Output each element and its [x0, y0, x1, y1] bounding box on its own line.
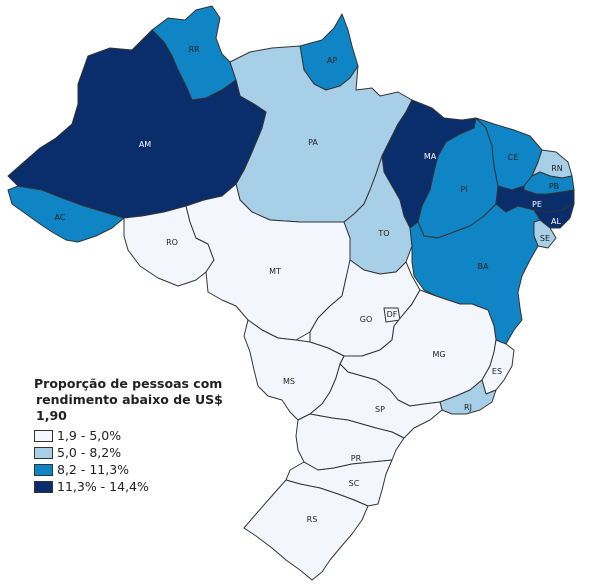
legend-item: 1,9 - 5,0% [34, 427, 244, 444]
label-MT: MT [269, 267, 281, 276]
label-SP: SP [375, 405, 385, 414]
label-BA: BA [478, 262, 489, 271]
label-PB: PB [549, 182, 559, 191]
label-RO: RO [166, 238, 178, 247]
label-PA: PA [308, 138, 318, 147]
state-RJ[interactable] [439, 379, 497, 415]
legend-item: 5,0 - 8,2% [34, 444, 244, 461]
legend-item-label: 1,9 - 5,0% [57, 428, 122, 443]
legend-swatch [34, 446, 53, 459]
legend-title-line1: Proporção de pessoas com [34, 376, 223, 391]
legend-title: Proporção de pessoas com rendimento abai… [34, 376, 244, 424]
legend-item-label: 8,2 - 11,3% [57, 462, 130, 477]
label-RR: RR [188, 45, 200, 54]
label-AM: AM [139, 140, 151, 149]
label-MA: MA [424, 152, 437, 161]
label-RJ: RJ [464, 403, 472, 412]
legend-swatch [34, 429, 53, 442]
label-ES: ES [492, 367, 502, 376]
label-PR: PR [351, 454, 362, 463]
label-TO: TO [377, 229, 389, 238]
label-SE: SE [540, 234, 550, 243]
legend-item-label: 11,3% - 14,4% [57, 479, 149, 494]
state-RS[interactable] [243, 479, 369, 581]
legend-swatch [34, 463, 53, 476]
state-ES[interactable] [481, 339, 515, 395]
legend-item: 8,2 - 11,3% [34, 461, 244, 478]
map-legend: Proporção de pessoas com rendimento abai… [34, 376, 244, 495]
legend-title-line2: rendimento abaixo de US$ 1,90 [36, 392, 223, 423]
label-AP: AP [327, 56, 337, 65]
label-AC: AC [55, 213, 66, 222]
label-GO: GO [360, 315, 373, 324]
legend-item-label: 5,0 - 8,2% [57, 445, 122, 460]
label-PI: PI [460, 185, 467, 194]
state-PR[interactable] [295, 413, 405, 471]
label-CE: CE [508, 153, 519, 162]
state-SP[interactable] [309, 363, 443, 439]
legend-swatch [34, 480, 53, 493]
label-RS: RS [307, 515, 318, 524]
label-MS: MS [283, 377, 295, 386]
label-AL: AL [551, 217, 561, 226]
label-RN: RN [551, 164, 563, 173]
label-SC: SC [349, 479, 360, 488]
state-AM[interactable] [7, 29, 267, 219]
label-MG: MG [432, 350, 445, 359]
label-DF: DF [387, 310, 398, 319]
state-AC[interactable] [7, 185, 125, 243]
state-BA[interactable] [409, 203, 541, 345]
legend-item: 11,3% - 14,4% [34, 478, 244, 495]
label-PE: PE [532, 200, 542, 209]
